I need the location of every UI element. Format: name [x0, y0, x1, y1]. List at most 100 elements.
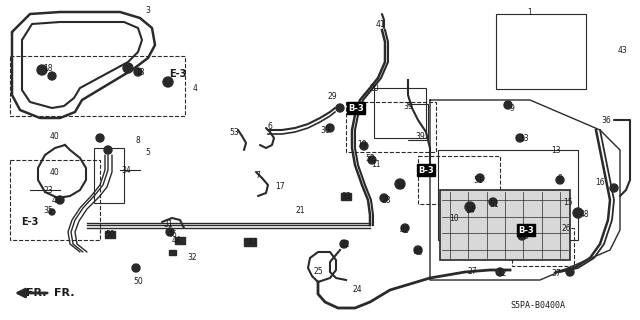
Bar — [512, 228, 574, 266]
Text: B-3: B-3 — [518, 226, 534, 235]
Text: 39: 39 — [415, 132, 425, 140]
Text: 51: 51 — [489, 199, 499, 209]
Circle shape — [166, 228, 174, 236]
Circle shape — [326, 124, 334, 132]
Circle shape — [489, 198, 497, 206]
Circle shape — [104, 146, 112, 154]
Text: 25: 25 — [313, 268, 323, 276]
Text: 11: 11 — [371, 159, 381, 169]
Circle shape — [556, 176, 564, 184]
Text: FR.: FR. — [26, 288, 46, 298]
Bar — [440, 190, 570, 260]
Text: 17: 17 — [275, 181, 285, 190]
Bar — [341, 193, 351, 199]
Text: 1: 1 — [527, 7, 532, 17]
Text: 30: 30 — [320, 125, 330, 134]
Text: 44: 44 — [171, 236, 181, 244]
Circle shape — [49, 209, 55, 215]
Text: 7: 7 — [255, 171, 260, 180]
Text: 22: 22 — [340, 239, 349, 249]
Bar — [418, 156, 500, 204]
Text: 29: 29 — [327, 92, 337, 100]
Circle shape — [610, 184, 618, 192]
Text: 16: 16 — [595, 178, 605, 187]
Text: 34: 34 — [121, 165, 131, 174]
Bar — [496, 14, 586, 89]
Bar — [438, 150, 578, 240]
Text: 31: 31 — [163, 220, 173, 228]
Text: 52: 52 — [365, 154, 375, 163]
Text: 18: 18 — [135, 68, 145, 76]
Text: 9: 9 — [557, 173, 563, 182]
Circle shape — [476, 174, 484, 182]
Text: 50: 50 — [133, 277, 143, 286]
Circle shape — [573, 208, 583, 218]
Circle shape — [504, 101, 512, 109]
Text: 53: 53 — [229, 127, 239, 137]
Circle shape — [37, 65, 47, 75]
Text: 42: 42 — [399, 226, 409, 235]
Circle shape — [516, 134, 524, 142]
Bar — [105, 230, 115, 237]
Text: 50: 50 — [105, 229, 115, 238]
Text: 6: 6 — [268, 122, 273, 131]
Circle shape — [163, 77, 173, 87]
Text: 13: 13 — [519, 133, 529, 142]
Text: 43: 43 — [617, 45, 627, 54]
Circle shape — [340, 240, 348, 248]
Text: 41: 41 — [375, 20, 385, 28]
Text: 4: 4 — [193, 84, 197, 92]
Text: E-3: E-3 — [21, 217, 38, 227]
Circle shape — [566, 268, 574, 276]
Text: 12: 12 — [497, 269, 507, 278]
Text: 15: 15 — [563, 197, 573, 206]
Text: 13: 13 — [551, 146, 561, 155]
Text: S5PA-B0400A: S5PA-B0400A — [510, 301, 565, 310]
Bar — [94, 148, 124, 203]
Circle shape — [395, 179, 405, 189]
Circle shape — [336, 104, 344, 112]
Bar — [244, 238, 256, 246]
Bar — [10, 160, 100, 240]
Circle shape — [134, 68, 142, 76]
Text: 26: 26 — [561, 223, 571, 233]
Circle shape — [56, 196, 64, 204]
Text: E-3: E-3 — [170, 69, 187, 79]
Circle shape — [414, 246, 422, 254]
Text: 28: 28 — [381, 196, 391, 204]
Bar — [10, 56, 185, 116]
Text: 51: 51 — [473, 175, 483, 185]
Text: 27: 27 — [467, 268, 477, 276]
Circle shape — [360, 142, 368, 150]
Bar — [175, 236, 185, 244]
Text: 46: 46 — [51, 196, 61, 204]
Bar — [168, 250, 175, 254]
Circle shape — [368, 156, 376, 164]
Text: 47: 47 — [247, 237, 257, 246]
Text: 33: 33 — [341, 191, 351, 201]
Text: 19: 19 — [357, 140, 367, 148]
Text: 46: 46 — [167, 229, 177, 238]
Circle shape — [132, 264, 140, 272]
Circle shape — [96, 134, 104, 142]
Bar — [346, 102, 436, 152]
Text: 18: 18 — [44, 63, 52, 73]
Text: B-3: B-3 — [418, 165, 434, 174]
Text: 39: 39 — [403, 101, 413, 110]
Text: 14: 14 — [465, 205, 475, 214]
Text: 24: 24 — [352, 285, 362, 294]
Text: 32: 32 — [187, 253, 197, 262]
Circle shape — [401, 224, 409, 232]
Circle shape — [496, 268, 504, 276]
Text: 8: 8 — [136, 135, 140, 145]
Text: 23: 23 — [43, 186, 53, 195]
Text: 37: 37 — [551, 269, 561, 278]
Circle shape — [48, 72, 56, 80]
Text: 10: 10 — [449, 213, 459, 222]
Text: 38: 38 — [395, 181, 405, 190]
Circle shape — [518, 232, 526, 240]
Text: 45: 45 — [519, 231, 529, 241]
Text: FR.: FR. — [54, 288, 74, 298]
Text: 20: 20 — [369, 84, 379, 92]
Text: 9: 9 — [509, 103, 515, 113]
